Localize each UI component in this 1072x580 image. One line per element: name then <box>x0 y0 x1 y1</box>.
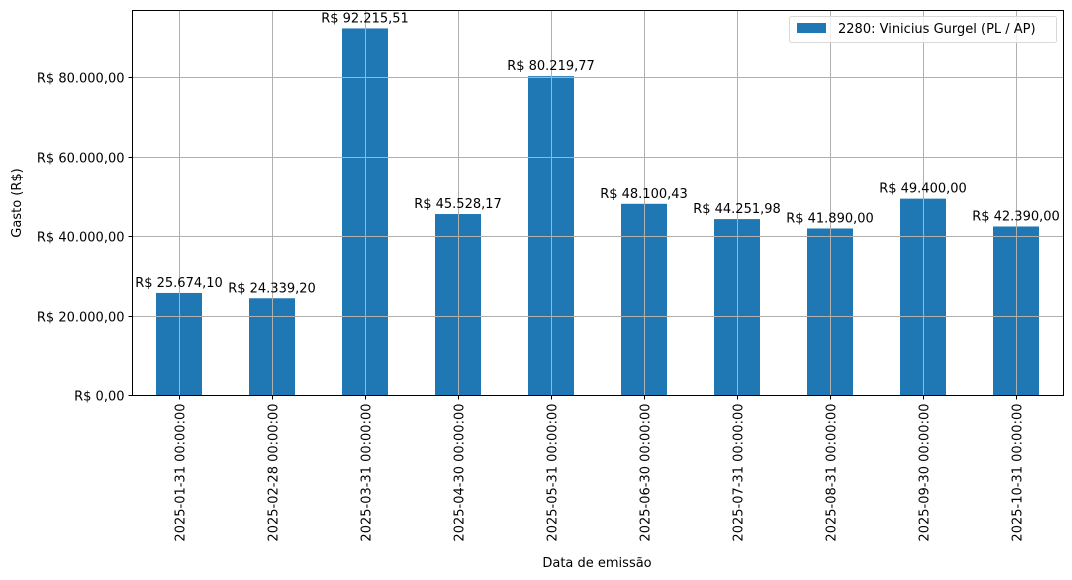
y-tick-label: R$ 80.000,00 <box>37 72 125 87</box>
bars <box>132 10 1064 396</box>
x-tick-label: 2025-07-31 00:00:00 <box>732 404 747 542</box>
bar-value-label: R$ 45.528,17 <box>414 197 502 212</box>
y-tick-label: R$ 60.000,00 <box>37 152 125 167</box>
legend-box <box>789 16 1057 43</box>
y-tick-label: R$ 20.000,00 <box>37 311 125 326</box>
y-tick-label: R$ 0,00 <box>74 390 124 405</box>
legend-swatch <box>797 23 826 33</box>
x-tick-label: 2025-01-31 00:00:00 <box>174 404 189 542</box>
x-axis: 2025-01-31 00:00:00 2025-02-28 00:00:00 20… <box>174 395 1026 542</box>
x-tick-label: 2025-06-30 00:00:00 <box>639 404 654 542</box>
x-tick-label: 2025-03-31 00:00:00 <box>360 404 375 542</box>
legend-entry-label: 2280: Vinicius Gurgel (PL / AP) <box>838 22 1036 37</box>
x-tick-label: 2025-08-31 00:00:00 <box>825 404 840 542</box>
plot-area-frame <box>132 10 1064 396</box>
y-axis-label: Gasto (R$) <box>10 168 25 237</box>
bar-value-label: R$ 92.215,51 <box>321 11 409 26</box>
y-axis: R$ 0,00 R$ 20.000,00 R$ 40.000,00 R$ 60.000… <box>37 72 133 405</box>
x-tick-label: 2025-02-28 00:00:00 <box>267 404 282 542</box>
x-tick-label: 2025-10-31 00:00:00 <box>1011 404 1026 542</box>
x-tick-label: 2025-04-30 00:00:00 <box>453 404 468 542</box>
bar-value-label: R$ 80.219,77 <box>507 59 595 74</box>
bar-value-label: R$ 42.390,00 <box>972 209 1060 224</box>
x-axis-label: Data de emissão <box>542 556 651 571</box>
bar-value-label: R$ 49.400,00 <box>879 182 967 197</box>
legend: 2280: Vinicius Gurgel (PL / AP) <box>789 16 1057 43</box>
bar-value-labels: R$ 25.674,10 R$ 24.339,20 R$ 92.215,51 R$ 4… <box>135 11 1060 296</box>
x-tick-label: 2025-09-30 00:00:00 <box>918 404 933 542</box>
bar-value-label: R$ 41.890,00 <box>786 211 874 226</box>
bar-value-label: R$ 24.339,20 <box>228 281 316 296</box>
bar-value-label: R$ 25.674,10 <box>135 276 223 291</box>
x-tick-label: 2025-05-31 00:00:00 <box>546 404 561 542</box>
bar-value-label: R$ 44.251,98 <box>693 202 781 217</box>
bar-value-label: R$ 48.100,43 <box>600 187 688 202</box>
y-tick-label: R$ 40.000,00 <box>37 231 125 246</box>
